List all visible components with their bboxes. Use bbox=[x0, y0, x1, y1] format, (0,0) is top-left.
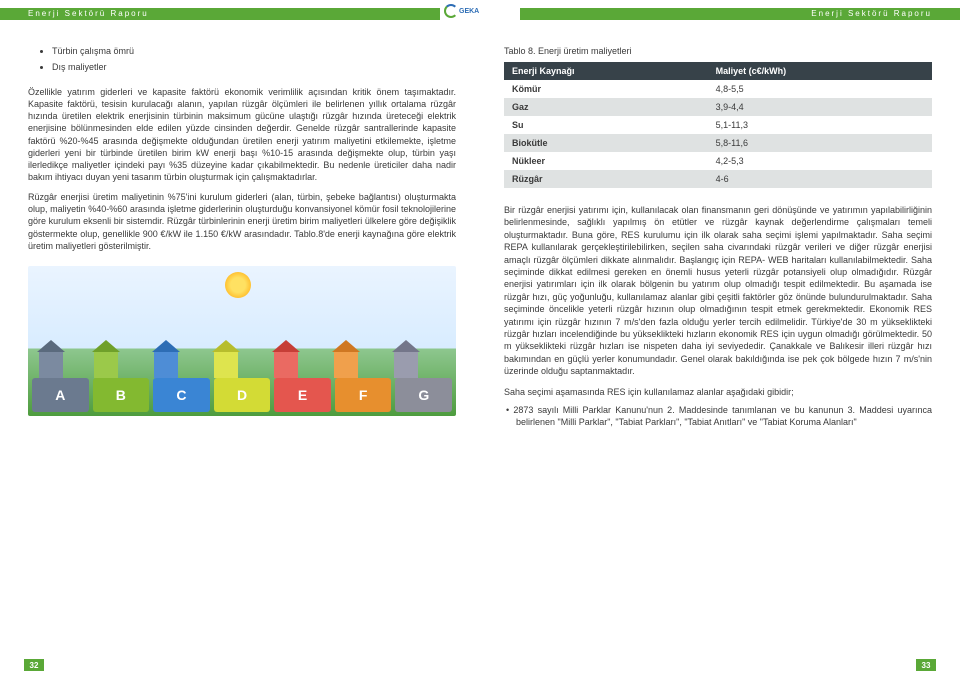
table-cell: Su bbox=[504, 116, 708, 134]
sun-icon bbox=[225, 272, 251, 298]
table-row: Biokütle5,8-11,6 bbox=[504, 134, 932, 152]
table-caption: Tablo 8. Enerji üretim maliyetleri bbox=[504, 46, 932, 56]
table-cell: 3,9-4,4 bbox=[708, 98, 932, 116]
list-item: 2873 sayılı Milli Parklar Kanunu'nun 2. … bbox=[516, 404, 932, 428]
table-header: Maliyet (c€/kWh) bbox=[708, 62, 932, 80]
page-header: Enerji Sektörü Raporu GEKA Enerji Sektör… bbox=[0, 0, 960, 20]
page-left: Türbin çalışma ömrü Dış maliyetler Özell… bbox=[28, 30, 456, 651]
rating-tile: G bbox=[395, 378, 452, 412]
table-row: Rüzgâr4-6 bbox=[504, 170, 932, 188]
building-icon bbox=[37, 340, 65, 378]
rating-tile: F bbox=[335, 378, 392, 412]
table-cell: 4,2-5,3 bbox=[708, 152, 932, 170]
building-icon bbox=[152, 340, 180, 378]
rating-tile: C bbox=[153, 378, 210, 412]
table-cell: Nükleer bbox=[504, 152, 708, 170]
table-cell: 5,1-11,3 bbox=[708, 116, 932, 134]
paragraph: Bir rüzgâr enerjisi yatırımı için, kulla… bbox=[504, 204, 932, 378]
bullet-list: Türbin çalışma ömrü Dış maliyetler bbox=[28, 46, 456, 78]
table-header: Enerji Kaynağı bbox=[504, 62, 708, 80]
header-title-right: Enerji Sektörü Raporu bbox=[811, 9, 932, 18]
page-number: 33 bbox=[916, 659, 936, 671]
table-row: Kömür4,8-5,5 bbox=[504, 80, 932, 98]
page-number: 32 bbox=[24, 659, 44, 671]
building-icon bbox=[332, 340, 360, 378]
table-row: Gaz3,9-4,4 bbox=[504, 98, 932, 116]
rating-tiles: ABCDEFG bbox=[32, 378, 452, 412]
building-icon bbox=[92, 340, 120, 378]
building-icon bbox=[212, 340, 240, 378]
building-icon bbox=[272, 340, 300, 378]
logo-icon bbox=[444, 4, 458, 18]
table-cell: Gaz bbox=[504, 98, 708, 116]
paragraph: Rüzgâr enerjisi üretim maliyetinin %75'i… bbox=[28, 191, 456, 252]
table-row: Su5,1-11,3 bbox=[504, 116, 932, 134]
list-item: Dış maliyetler bbox=[52, 62, 456, 72]
rating-tile: D bbox=[214, 378, 271, 412]
paragraph: Saha seçimi aşamasında RES için kullanıl… bbox=[504, 386, 932, 398]
table-row: Nükleer4,2-5,3 bbox=[504, 152, 932, 170]
rating-tile: E bbox=[274, 378, 331, 412]
header-title-left: Enerji Sektörü Raporu bbox=[28, 9, 149, 18]
efficiency-illustration: ABCDEFG bbox=[28, 266, 456, 416]
table-cell: 4-6 bbox=[708, 170, 932, 188]
paragraph: Özellikle yatırım giderleri ve kapasite … bbox=[28, 86, 456, 183]
table-cell: 4,8-5,5 bbox=[708, 80, 932, 98]
building-icon bbox=[392, 340, 420, 378]
cost-table: Enerji Kaynağı Maliyet (c€/kWh) Kömür4,8… bbox=[504, 62, 932, 188]
table-cell: Biokütle bbox=[504, 134, 708, 152]
table-cell: Kömür bbox=[504, 80, 708, 98]
page-right: Tablo 8. Enerji üretim maliyetleri Enerj… bbox=[504, 30, 932, 651]
table-cell: 5,8-11,6 bbox=[708, 134, 932, 152]
table-cell: Rüzgâr bbox=[504, 170, 708, 188]
rating-tile: A bbox=[32, 378, 89, 412]
list-item: Türbin çalışma ömrü bbox=[52, 46, 456, 56]
rating-tile: B bbox=[93, 378, 150, 412]
